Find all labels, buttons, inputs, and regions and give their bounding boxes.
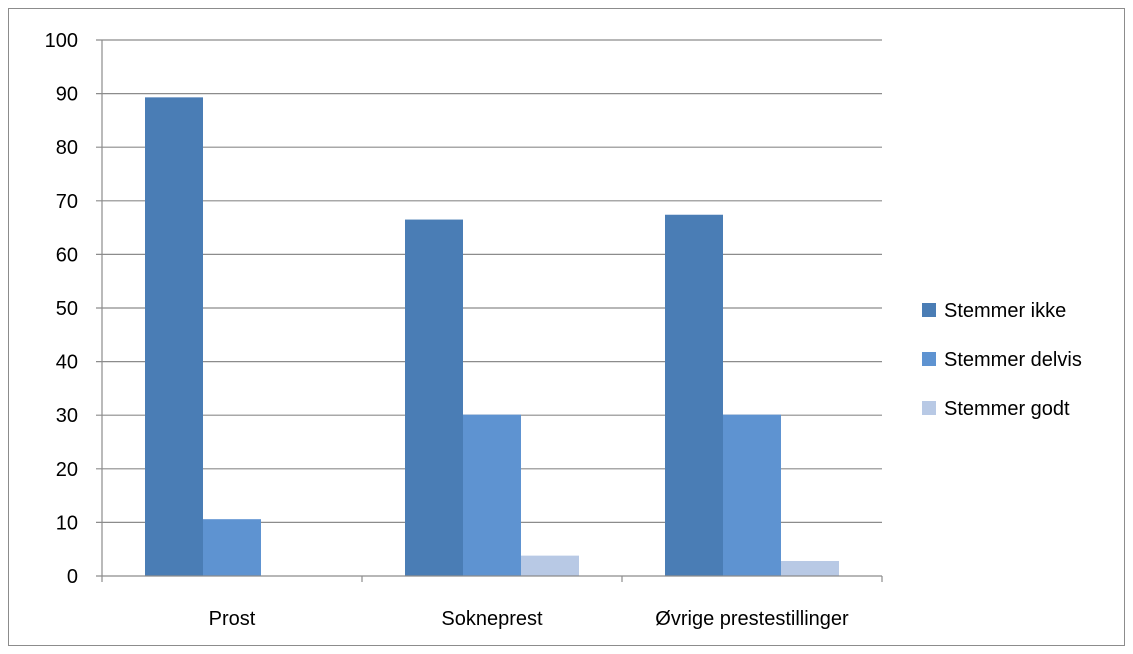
bar — [145, 97, 203, 577]
legend-swatch — [922, 303, 936, 317]
bar — [665, 214, 723, 576]
axes — [96, 40, 883, 582]
bar — [521, 555, 579, 576]
bar — [781, 560, 839, 576]
legend-label: Stemmer ikke — [944, 300, 1066, 322]
x-category-label: Prost — [209, 608, 256, 630]
x-category-label: Sokneprest — [441, 608, 543, 630]
bars — [145, 97, 839, 577]
y-tick-label: 90 — [56, 84, 78, 106]
y-tick-label: 50 — [56, 298, 78, 320]
x-category-label: Øvrige prestestillinger — [655, 608, 849, 630]
bar — [463, 414, 521, 576]
bar — [723, 414, 781, 576]
y-tick-label: 70 — [56, 191, 78, 213]
y-tick-label: 60 — [56, 244, 78, 266]
legend-swatch — [922, 401, 936, 415]
legend-label: Stemmer godt — [944, 398, 1070, 420]
y-tick-label: 80 — [56, 137, 78, 159]
y-tick-label: 0 — [67, 566, 78, 588]
y-tick-label: 10 — [56, 512, 78, 534]
y-tick-label: 100 — [45, 30, 78, 52]
bar — [405, 219, 463, 576]
x-axis-labels: Prost Sokneprest Øvrige prestestillinger — [209, 608, 849, 630]
bar — [203, 519, 261, 576]
legend-swatch — [922, 352, 936, 366]
y-tick-label: 20 — [56, 459, 78, 481]
y-tick-label: 40 — [56, 352, 78, 374]
y-axis-ticks: 0 10 20 30 40 50 60 70 80 90 100 — [45, 30, 78, 588]
y-tick-label: 30 — [56, 405, 78, 427]
legend-label: Stemmer delvis — [944, 349, 1082, 371]
legend: Stemmer ikke Stemmer delvis Stemmer godt — [922, 300, 1082, 420]
